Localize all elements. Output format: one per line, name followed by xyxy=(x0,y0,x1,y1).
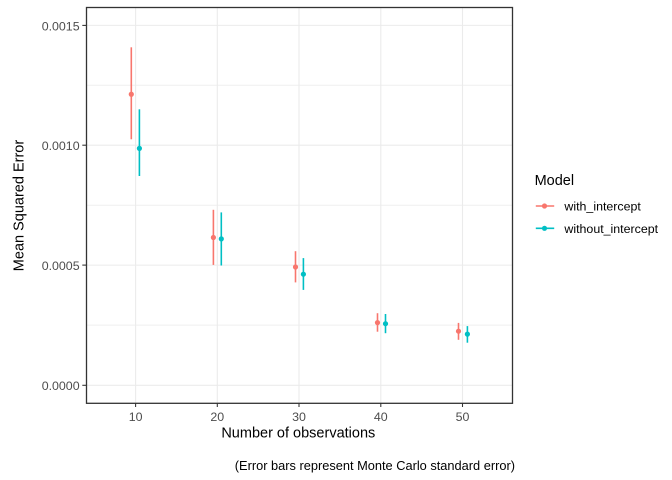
svg-text:without_intercept: without_intercept xyxy=(563,222,658,236)
svg-text:30: 30 xyxy=(292,410,306,424)
svg-text:20: 20 xyxy=(210,410,224,424)
svg-text:with_intercept: with_intercept xyxy=(563,200,641,214)
svg-text:40: 40 xyxy=(374,410,388,424)
svg-text:50: 50 xyxy=(456,410,470,424)
svg-text:Number of observations: Number of observations xyxy=(221,426,375,442)
svg-text:10: 10 xyxy=(129,410,143,424)
svg-text:Mean Squared Error: Mean Squared Error xyxy=(12,140,28,272)
svg-text:(Error bars represent Monte Ca: (Error bars represent Monte Carlo standa… xyxy=(235,458,515,473)
svg-text:0.0005: 0.0005 xyxy=(42,259,80,273)
svg-text:0.0000: 0.0000 xyxy=(42,379,80,393)
svg-text:0.0015: 0.0015 xyxy=(42,19,80,33)
svg-text:Model: Model xyxy=(535,173,575,189)
svg-text:0.0010: 0.0010 xyxy=(42,139,80,153)
